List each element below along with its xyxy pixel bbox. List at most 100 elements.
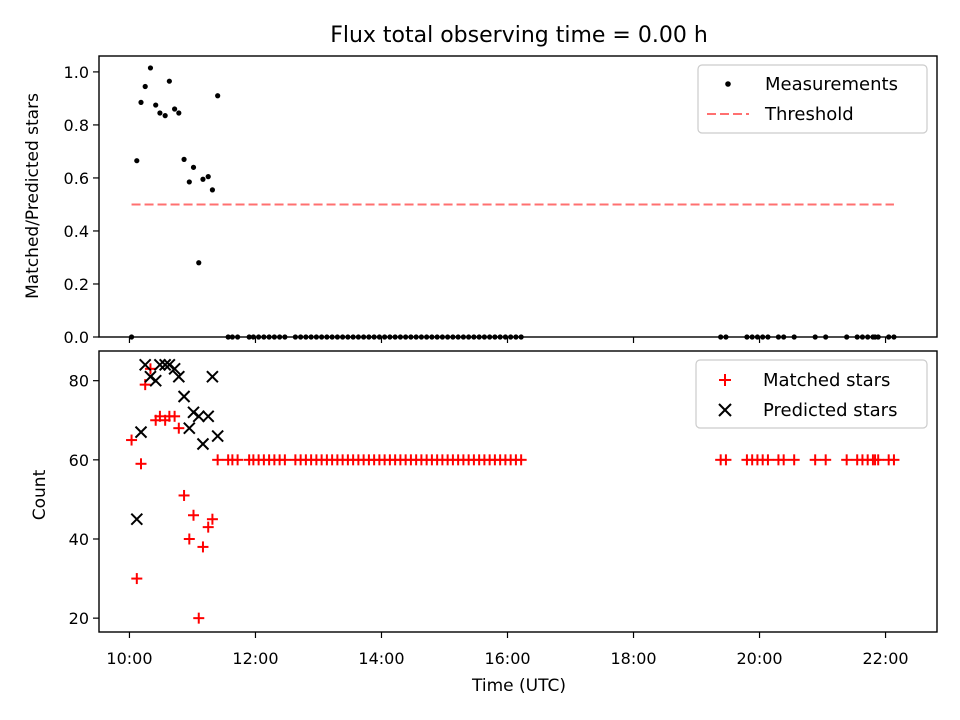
matched-star-point <box>169 410 181 422</box>
predicted-star-point <box>211 429 224 443</box>
measurement-point <box>340 334 346 340</box>
measurement-point <box>303 334 309 340</box>
measurement-point <box>471 334 477 340</box>
matched-star-point <box>778 454 790 466</box>
measurement-point <box>205 174 211 180</box>
measurement-point <box>481 334 487 340</box>
matched-star-point <box>197 541 209 553</box>
top-legend-box <box>697 64 928 134</box>
measurement-point <box>413 334 419 340</box>
measurement-point <box>271 334 277 340</box>
matched-star-point <box>202 521 214 533</box>
measurement-point <box>266 334 272 340</box>
measurement-point <box>439 334 445 340</box>
measurement-point <box>749 334 755 340</box>
measurement-point <box>153 102 159 108</box>
measurement-point <box>190 164 197 170</box>
measurement-point <box>418 334 424 340</box>
measurement-point <box>387 334 393 340</box>
bottom-plot-frame <box>98 350 938 633</box>
measurement-point <box>487 334 493 340</box>
measurement-point <box>434 334 440 340</box>
measurement-point <box>754 334 761 340</box>
x-tick-label: 16:00 <box>484 649 530 668</box>
x-tick-label: 22:00 <box>862 649 908 668</box>
top-ytick-label: 0.4 <box>64 222 89 241</box>
measurement-point <box>376 334 382 340</box>
measurement-point <box>366 334 372 340</box>
top-ytick-label: 0.8 <box>64 116 89 135</box>
bottom-panel: 20 40 60 80 10:00 12:00 14:00 16:00 18:00 20:00 22… <box>30 350 938 696</box>
measurement-point <box>791 334 797 340</box>
measurement-point <box>215 93 221 99</box>
measurement-point <box>200 176 206 182</box>
measurement-point <box>162 113 168 119</box>
measurement-point <box>460 334 466 340</box>
measurement-point <box>403 334 409 340</box>
x-tick-label: 12:00 <box>232 649 278 668</box>
x-tick-label: 10:00 <box>106 649 152 668</box>
top-panel: 0.0 0.2 0.4 0.6 0.8 1.0 Matched/Predicted sta… <box>23 55 938 347</box>
measurement-point <box>723 334 729 340</box>
predicted-star-point <box>177 390 191 403</box>
predicted-star-point <box>206 370 219 383</box>
measurement-point <box>319 334 325 340</box>
top-ytick-label: 0.6 <box>64 169 89 188</box>
legend-matched-marker <box>719 374 731 386</box>
bottom-ytick-label: 40 <box>69 530 89 549</box>
matched-star-point <box>212 454 224 466</box>
measurement-point <box>329 334 335 340</box>
matched-star-point <box>178 489 190 501</box>
measurement-point <box>350 334 356 340</box>
measurement-point <box>308 334 314 340</box>
measurement-point <box>718 334 724 340</box>
measurement-point <box>859 334 866 340</box>
measurement-point <box>313 334 319 340</box>
matched-star-point <box>173 422 185 434</box>
measurement-point <box>429 334 435 340</box>
measurement-point <box>292 334 298 340</box>
measurement-point <box>147 65 154 71</box>
measurement-point <box>361 334 367 340</box>
legend-predicted-marker <box>718 403 732 417</box>
measurement-point <box>138 99 144 105</box>
bottom-y-axis-label: Count <box>30 469 50 520</box>
measurement-point <box>261 334 267 340</box>
measurement-point <box>781 334 787 340</box>
measurement-point <box>392 334 398 340</box>
measurement-point <box>282 334 288 340</box>
measurement-point <box>235 334 241 340</box>
legend-matched-label: Matched stars <box>763 370 890 391</box>
legend-measurements-marker <box>725 81 731 87</box>
bottom-ytick-label: 60 <box>69 451 89 470</box>
predicted-star-point <box>168 362 181 376</box>
measurement-point <box>812 334 818 340</box>
measurement-point <box>445 334 451 340</box>
measurement-point <box>250 334 256 340</box>
measurement-point <box>823 334 829 340</box>
measurement-point <box>371 334 377 340</box>
top-y-axis-label: Matched/Predicted stars <box>23 93 43 299</box>
measurement-point <box>765 334 771 340</box>
predicted-star-point <box>149 374 162 387</box>
legend-threshold-label: Threshold <box>764 104 854 125</box>
measurement-point <box>450 334 456 340</box>
matched-star-point <box>126 434 138 446</box>
predicted-star-point <box>196 437 210 451</box>
measurement-point <box>775 334 782 340</box>
measurement-point <box>176 110 182 116</box>
measurement-point <box>186 179 192 185</box>
top-ytick-label: 0.0 <box>64 328 89 347</box>
predicted-star-point <box>158 358 172 372</box>
predicted-star-point <box>202 410 215 423</box>
measurement-point <box>209 187 216 193</box>
matched-star-point <box>788 454 800 466</box>
measurement-point <box>134 158 140 164</box>
measurement-point <box>476 334 482 340</box>
measurement-point <box>128 334 135 340</box>
measurement-point <box>382 334 388 340</box>
measurement-point <box>225 334 231 340</box>
measurement-point <box>886 334 892 340</box>
measurement-point <box>324 334 330 340</box>
